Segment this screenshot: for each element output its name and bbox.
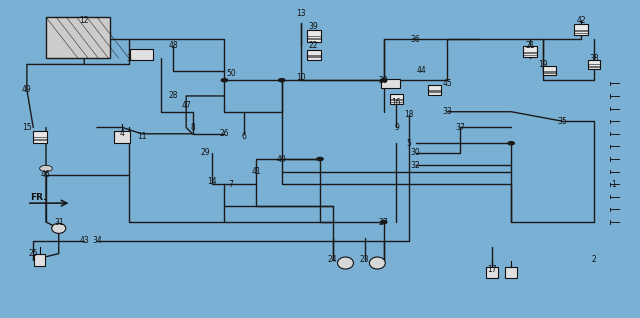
Text: 20: 20: [379, 76, 388, 85]
Text: 23: 23: [360, 255, 369, 264]
Text: 22: 22: [309, 41, 318, 50]
Bar: [506, 267, 517, 278]
Circle shape: [278, 79, 285, 82]
Text: 44: 44: [417, 66, 427, 75]
Text: 19: 19: [538, 60, 548, 69]
Text: 38: 38: [589, 54, 599, 63]
Text: 5: 5: [407, 139, 412, 148]
Bar: [543, 66, 556, 75]
Text: 36: 36: [411, 35, 420, 44]
Text: 26: 26: [220, 129, 229, 138]
Bar: [131, 50, 153, 60]
Text: 48: 48: [168, 41, 179, 50]
Text: 37: 37: [455, 123, 465, 132]
Text: 10: 10: [296, 73, 306, 81]
Bar: [307, 50, 321, 60]
Bar: [390, 94, 403, 104]
Circle shape: [508, 142, 515, 145]
Circle shape: [317, 157, 323, 161]
Bar: [486, 267, 498, 278]
Bar: [381, 79, 399, 88]
Text: 32: 32: [411, 161, 420, 170]
Text: 29: 29: [200, 148, 210, 157]
Text: 11: 11: [137, 132, 147, 142]
Text: FR.: FR.: [30, 193, 47, 202]
Text: 35: 35: [557, 117, 567, 126]
Text: 18: 18: [404, 110, 414, 119]
Bar: [33, 131, 47, 143]
Text: 15: 15: [22, 123, 32, 132]
Text: 33: 33: [443, 107, 452, 116]
Circle shape: [40, 165, 52, 172]
Text: 1: 1: [611, 180, 616, 189]
Text: 30: 30: [411, 148, 420, 157]
Text: 4: 4: [120, 129, 125, 138]
Text: 16: 16: [392, 98, 401, 107]
Text: 41: 41: [252, 167, 261, 176]
Bar: [46, 17, 109, 58]
Bar: [524, 46, 538, 57]
Ellipse shape: [52, 223, 66, 233]
Text: 24: 24: [328, 255, 337, 264]
Ellipse shape: [369, 257, 385, 269]
Text: 31: 31: [54, 218, 63, 226]
Text: 8: 8: [190, 123, 195, 132]
Text: 2: 2: [591, 255, 596, 264]
Text: 12: 12: [79, 16, 89, 25]
Text: 14: 14: [207, 176, 216, 186]
Text: 34: 34: [92, 237, 102, 245]
Text: 13: 13: [296, 10, 306, 18]
Text: 9: 9: [394, 123, 399, 132]
Bar: [588, 60, 600, 69]
Text: 6: 6: [241, 132, 246, 142]
Text: 21: 21: [525, 41, 535, 50]
Text: 28: 28: [169, 92, 178, 100]
Circle shape: [381, 79, 387, 82]
Text: 46: 46: [41, 170, 51, 179]
Text: 27: 27: [379, 218, 388, 226]
Text: 50: 50: [226, 69, 236, 79]
Text: 17: 17: [487, 265, 497, 274]
Bar: [428, 85, 441, 95]
Bar: [574, 24, 588, 35]
Bar: [307, 30, 321, 42]
Text: 42: 42: [577, 16, 586, 25]
Circle shape: [381, 220, 387, 224]
Circle shape: [221, 79, 228, 82]
Text: 3: 3: [126, 54, 131, 63]
Text: 45: 45: [443, 79, 452, 88]
Text: 40: 40: [277, 155, 287, 163]
Text: 49: 49: [22, 85, 32, 94]
Text: 39: 39: [308, 22, 319, 31]
Bar: [115, 131, 131, 143]
Bar: [34, 253, 45, 266]
Text: 7: 7: [228, 180, 233, 189]
Ellipse shape: [337, 257, 353, 269]
Text: 47: 47: [181, 101, 191, 110]
Text: 25: 25: [28, 249, 38, 258]
Text: 43: 43: [79, 237, 89, 245]
